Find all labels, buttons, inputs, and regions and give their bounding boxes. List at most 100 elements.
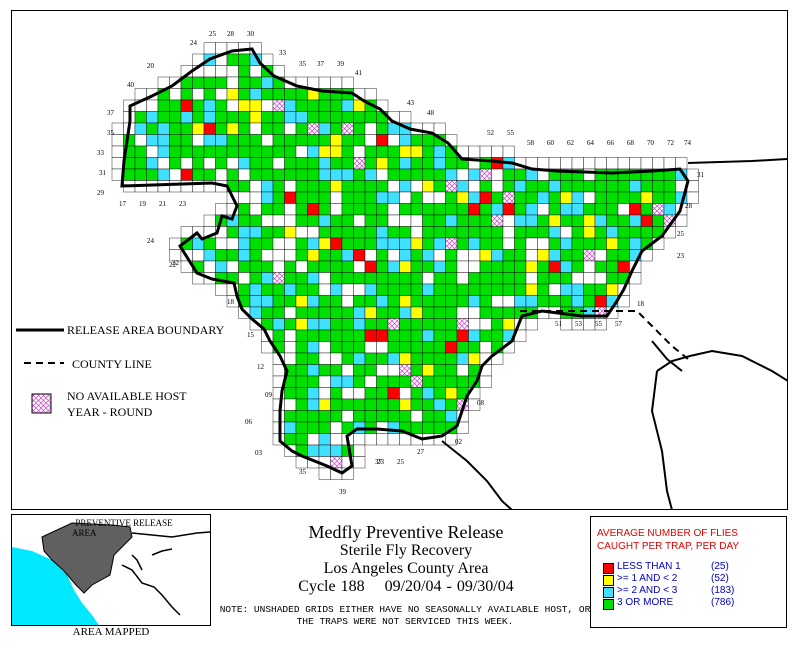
trap-grid-cell [399, 272, 412, 285]
trap-grid-cell [284, 421, 297, 434]
trap-grid-cell [330, 283, 343, 296]
trap-grid-cell [376, 306, 389, 319]
trap-grid-cell [491, 272, 504, 285]
trap-grid-cell [364, 364, 377, 377]
grid-edge-label: 39 [337, 60, 345, 68]
trap-grid-cell [479, 180, 492, 193]
trap-grid-cell [456, 352, 469, 365]
inset-county-line [121, 531, 210, 616]
trap-grid-cell [571, 283, 584, 296]
trap-grid-cell [675, 214, 688, 227]
trap-grid-cell [180, 134, 193, 147]
trap-grid-cell [376, 157, 389, 170]
trap-grid-cell [410, 272, 423, 285]
trap-grid-cell [330, 180, 343, 193]
trap-grid-cell [525, 272, 538, 285]
trap-grid-cell [307, 180, 320, 193]
trap-grid-cell [410, 410, 423, 423]
trap-grid-cell [215, 283, 228, 296]
trap-grid-cell [445, 398, 458, 411]
trap-grid-cell [445, 387, 458, 400]
trap-grid-cell [330, 226, 343, 239]
trap-grid-cell [284, 134, 297, 147]
trap-grid-cell [387, 329, 400, 342]
grid-edge-label: 72 [667, 139, 675, 147]
trap-grid-cell [226, 157, 239, 170]
trap-grid-cell [364, 157, 377, 170]
trap-grid-cell [525, 295, 538, 308]
grid-edge-label: 33 [279, 49, 287, 57]
trap-grid-cell [192, 157, 205, 170]
grid-edge-label: 35 [107, 129, 115, 137]
trap-grid-cell [514, 180, 527, 193]
trap-grid-cell [376, 168, 389, 181]
trap-grid-cell [364, 180, 377, 193]
trap-grid-cell [445, 433, 458, 446]
trap-grid-cell [307, 329, 320, 342]
trap-grid-cell [376, 191, 389, 204]
trap-grid-cell [284, 99, 297, 112]
trap-grid-cell [330, 214, 343, 227]
trap-grid-cell [169, 145, 182, 158]
trap-grid-cell [307, 76, 320, 89]
trap-grid-cell [341, 260, 354, 273]
trap-grid-cell [560, 272, 573, 285]
swatch-yellow [603, 575, 614, 586]
trap-grid-cell [410, 341, 423, 354]
trap-grid-cell [376, 295, 389, 308]
grid-edge-label: 37 [375, 458, 383, 466]
trap-grid-cell [203, 88, 216, 101]
trap-grid-cell [284, 272, 297, 285]
trap-grid-cell [433, 168, 446, 181]
trap-grid-cell [479, 341, 492, 354]
boundary-legend-symbol [16, 328, 64, 332]
trap-grid-cell [169, 134, 182, 147]
trap-grid-cell [284, 387, 297, 400]
trap-grid-cell [445, 318, 458, 331]
trap-grid-cell [203, 65, 216, 78]
title-block: Medfly Preventive Release Sterile Fly Re… [215, 522, 597, 596]
trap-grid-cell [330, 76, 343, 89]
trap-grid-cell [387, 433, 400, 446]
trap-grid-cell [295, 168, 308, 181]
trap-grid-cell [330, 456, 343, 469]
trap-grid-cell [606, 168, 619, 181]
trap-grid-cell [410, 329, 423, 342]
trap-grid-cell [617, 260, 630, 273]
trap-grid-cell [491, 214, 504, 227]
trap-grid-cell [284, 122, 297, 135]
trap-grid-cell [353, 111, 366, 124]
trap-grid-cell [617, 237, 630, 250]
grid-edge-label: 33 [97, 149, 105, 157]
trap-grid-cell [468, 283, 481, 296]
trap-grid-cell [456, 180, 469, 193]
trap-grid-cell [330, 157, 343, 170]
trap-grid-cell [422, 364, 435, 377]
trap-grid-cell [410, 249, 423, 262]
trap-grid-cell [629, 226, 642, 239]
trap-grid-cell [272, 88, 285, 101]
trap-grid-cell [583, 260, 596, 273]
trap-grid-cell [169, 111, 182, 124]
trap-grid-cell [387, 260, 400, 273]
trap-grid-cell [445, 410, 458, 423]
trap-grid-cell [157, 134, 170, 147]
trap-grid-cell [433, 180, 446, 193]
trap-grid-cell [422, 283, 435, 296]
trap-grid-cell [341, 76, 354, 89]
trap-grid-cell [353, 180, 366, 193]
trap-grid-cell [376, 283, 389, 296]
trap-grid-cell [261, 306, 274, 319]
trap-grid-cell [307, 283, 320, 296]
trap-grid-cell [330, 410, 343, 423]
trap-grid-cell [330, 145, 343, 158]
trap-grid-cell [445, 352, 458, 365]
trap-grid-cell [479, 318, 492, 331]
trap-grid-cell [399, 329, 412, 342]
trap-grid-cell [594, 249, 607, 262]
trap-grid-cell [675, 157, 688, 170]
trap-grid-cell [491, 191, 504, 204]
grid-edge-label: 17 [119, 200, 127, 208]
trap-grid-cell [318, 444, 331, 457]
grid-edge-label: 06 [245, 418, 253, 426]
